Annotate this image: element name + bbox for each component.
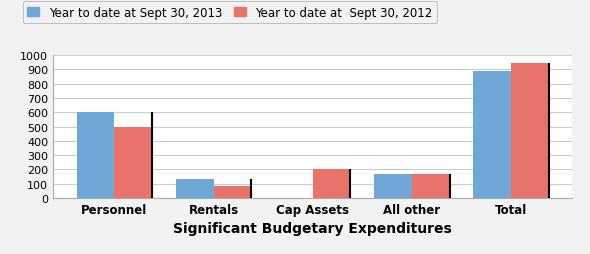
Bar bbox=[374, 175, 412, 198]
Bar bbox=[313, 170, 350, 198]
Bar bbox=[412, 175, 450, 198]
Bar bbox=[176, 180, 214, 198]
Bar bbox=[77, 113, 114, 198]
Bar bbox=[114, 127, 152, 198]
Bar bbox=[473, 72, 511, 198]
Bar bbox=[214, 187, 251, 198]
Legend: Year to date at Sept 30, 2013, Year to date at  Sept 30, 2012: Year to date at Sept 30, 2013, Year to d… bbox=[22, 2, 437, 24]
X-axis label: Significant Budgetary Expenditures: Significant Budgetary Expenditures bbox=[173, 221, 452, 235]
Bar bbox=[511, 64, 549, 198]
